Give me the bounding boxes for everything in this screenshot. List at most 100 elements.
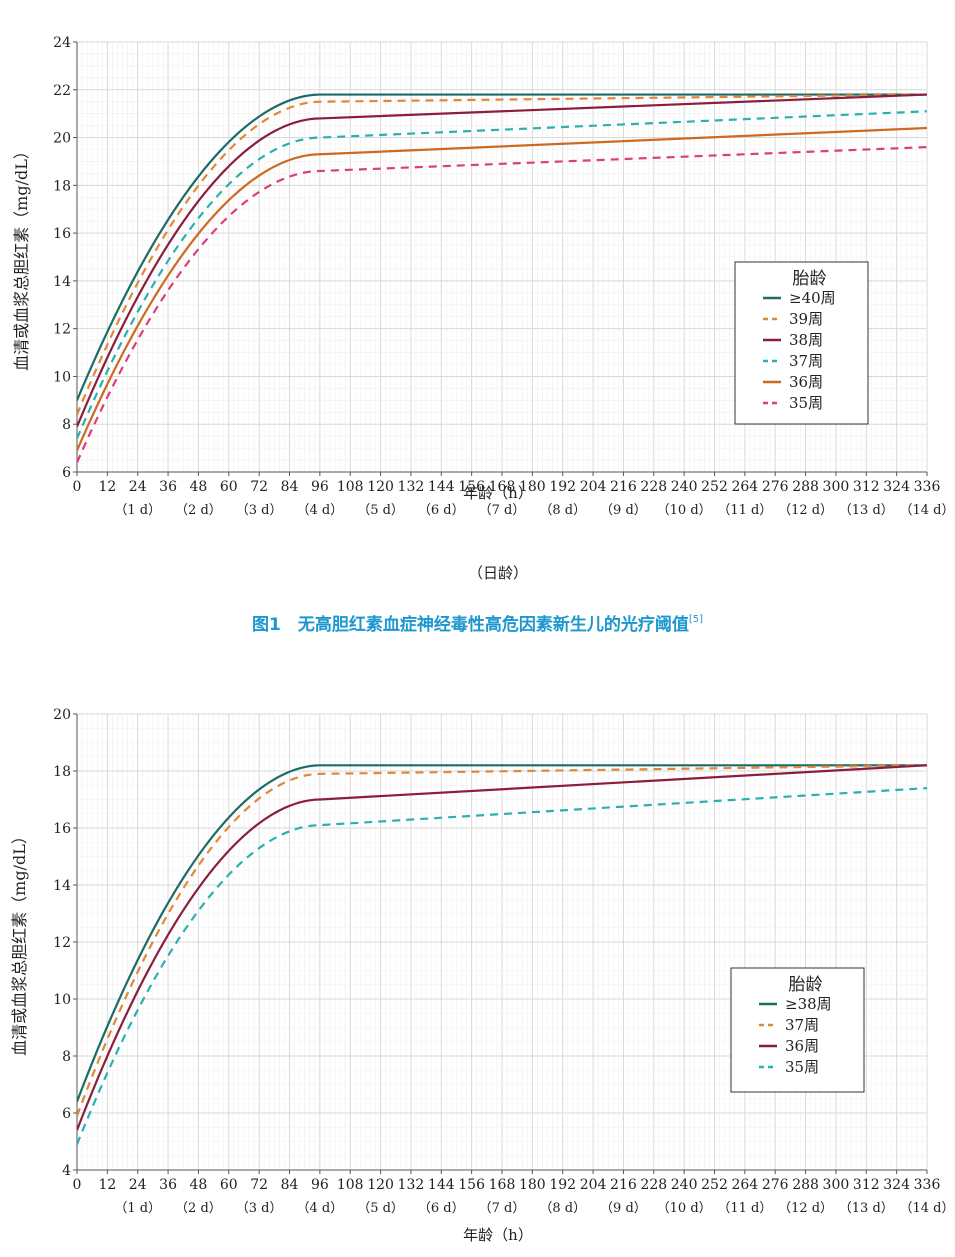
x-tick-label: 0	[73, 479, 82, 495]
day-tick-label: （13 d）	[839, 1201, 894, 1216]
legend-label-2: 39周	[789, 310, 823, 328]
day-tick-label: （5 d）	[357, 1201, 404, 1216]
legend-box	[730, 967, 865, 1093]
x-tick-label: 108	[337, 479, 364, 495]
series-line-4	[77, 787, 927, 1145]
x-tick-label: 72	[250, 479, 268, 495]
day-tick-label: （6 d）	[418, 503, 465, 518]
day-tick-label: （9 d）	[600, 503, 647, 518]
series-line-2	[77, 93, 927, 416]
x-tick-label: 12	[98, 479, 116, 495]
x-tick-label: 108	[337, 1177, 364, 1193]
x-tick-label: 228	[640, 1177, 667, 1193]
day-tick-label: （7 d）	[479, 1201, 526, 1216]
series-line-1	[77, 93, 927, 401]
x-tick-label: 288	[792, 1177, 819, 1193]
day-tick-label: （1 d）	[114, 503, 161, 518]
x-tick-label: 132	[398, 479, 425, 495]
day-tick-label: （5 d）	[357, 503, 404, 518]
caption-text: 图1 无高胆红素血症神经毒性高危因素新生儿的光疗阈值	[252, 615, 689, 635]
y-tick-label: 14	[53, 878, 71, 894]
legend-label-3: 38周	[789, 331, 823, 349]
y-axis-label: 血清或血浆总胆红素（mg/dL）	[10, 828, 29, 1056]
series-group	[77, 93, 927, 463]
legend: 胎龄≥38周 37周 36周 35周	[730, 967, 865, 1093]
x-tick-label: 84	[281, 1177, 299, 1193]
x-tick-label: 204	[580, 479, 607, 495]
x-tick-label: 48	[190, 1177, 208, 1193]
series-line-5	[77, 126, 927, 451]
caption-ref: [5]	[688, 614, 703, 625]
x-tick-label: 240	[671, 1177, 698, 1193]
day-tick-label: （11 d）	[717, 503, 772, 518]
legend-label-1: ≥38周	[785, 995, 832, 1013]
day-tick-label: （12 d）	[778, 1201, 833, 1216]
y-tick-label: 6	[62, 1106, 71, 1122]
y-tick-label: 16	[53, 226, 71, 242]
y-tick-label: 12	[53, 935, 71, 951]
day-tick-label: （8 d）	[539, 503, 586, 518]
y-tick-label: 10	[53, 369, 71, 385]
y-tick-label: 8	[62, 417, 71, 433]
legend-label-6: 35周	[789, 394, 823, 412]
y-tick-label: 20	[53, 707, 71, 723]
day-tick-label: （3 d）	[236, 503, 283, 518]
x-tick-label: 60	[220, 1177, 238, 1193]
y-tick-label: 24	[53, 35, 71, 51]
series-line-4	[77, 110, 927, 439]
x-tick-label: 252	[701, 1177, 728, 1193]
series-line-1	[77, 764, 927, 1102]
x-tick-label: 252	[701, 479, 728, 495]
figure-caption: 图1 无高胆红素血症神经毒性高危因素新生儿的光疗阈值[5]	[0, 610, 955, 635]
x-tick-label: 240	[671, 479, 698, 495]
x-axis-sublabel: （日龄）	[468, 564, 528, 582]
y-axis-label: 血清或血浆总胆红素（mg/dL）	[12, 143, 31, 371]
day-tick-label: （10 d）	[657, 1201, 712, 1216]
x-tick-label: 324	[883, 1177, 910, 1193]
day-tick-label: （14 d）	[900, 1201, 955, 1216]
x-tick-label: 0	[73, 1177, 82, 1193]
day-tick-label: （7 d）	[479, 503, 526, 518]
x-tick-label: 192	[549, 1177, 576, 1193]
legend-label-4: 37周	[789, 352, 823, 370]
y-tick-label: 8	[62, 1049, 71, 1065]
x-tick-label: 24	[129, 1177, 147, 1193]
grid	[76, 713, 928, 1171]
series-line-3	[77, 764, 927, 1131]
y-tick-label: 4	[62, 1163, 71, 1179]
x-tick-label: 144	[428, 1177, 455, 1193]
x-tick-label: 168	[489, 1177, 516, 1193]
x-tick-label: 48	[190, 479, 208, 495]
series-line-6	[77, 146, 927, 463]
x-tick-label: 36	[159, 1177, 177, 1193]
x-tick-label: 36	[159, 479, 177, 495]
x-tick-label: 228	[640, 479, 667, 495]
x-tick-label: 324	[883, 479, 910, 495]
y-tick-label: 12	[53, 322, 71, 338]
day-tick-label: （10 d）	[657, 503, 712, 518]
legend-label-3: 36周	[785, 1037, 819, 1055]
x-tick-label: 156	[458, 1177, 485, 1193]
day-tick-label: （2 d）	[175, 503, 222, 518]
day-tick-label: （4 d）	[296, 503, 343, 518]
x-tick-label: 180	[519, 1177, 546, 1193]
x-tick-label: 300	[823, 1177, 850, 1193]
legend-label-4: 35周	[785, 1058, 819, 1076]
x-tick-label: 96	[311, 1177, 329, 1193]
y-tick-label: 14	[53, 274, 71, 290]
legend-label-2: 37周	[785, 1016, 819, 1034]
day-tick-label: （9 d）	[600, 1201, 647, 1216]
y-tick-label: 18	[53, 764, 71, 780]
day-tick-label: （1 d）	[114, 1201, 161, 1216]
x-tick-label: 120	[367, 1177, 394, 1193]
legend: 胎龄≥40周 39周 38周 37周 36周 35周	[734, 261, 869, 425]
x-tick-label: 156	[458, 479, 485, 495]
x-tick-label: 300	[823, 479, 850, 495]
x-tick-label: 264	[731, 1177, 758, 1193]
x-tick-label: 60	[220, 479, 238, 495]
day-tick-label: （11 d）	[717, 1201, 772, 1216]
x-tick-label: 24	[129, 479, 147, 495]
legend-title: 胎龄	[793, 269, 827, 289]
